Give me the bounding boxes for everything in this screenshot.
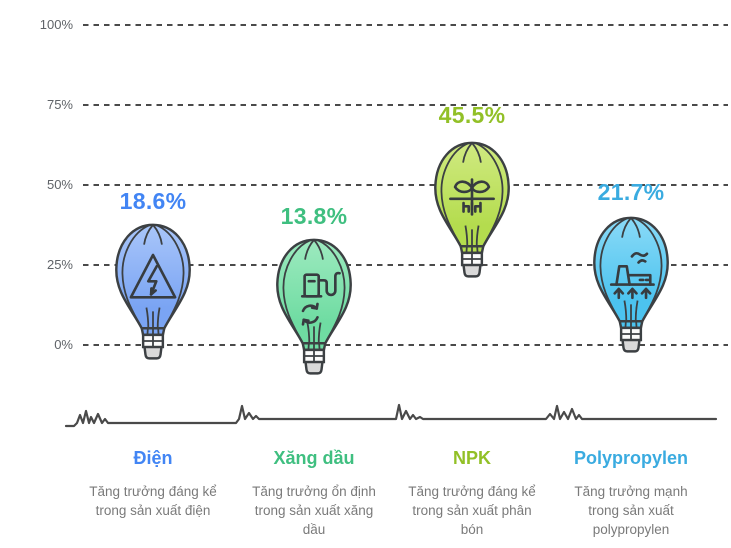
category-title: Polypropylen bbox=[573, 448, 689, 468]
column-label-polypropylen: Polypropylen Tăng trưởng mạnh trong sản … bbox=[569, 448, 693, 539]
balloon-dien bbox=[115, 223, 191, 360]
ytick-100: 100% bbox=[39, 17, 73, 32]
plant-fertilizer-icon bbox=[449, 178, 495, 216]
factory-icon bbox=[609, 251, 655, 300]
gridline-25 bbox=[83, 264, 728, 266]
category-description: Tăng trưởng đáng kể trong sản xuất điện bbox=[89, 484, 217, 519]
gridline-0 bbox=[83, 344, 728, 346]
fuel-pump-recycle-icon bbox=[300, 271, 341, 326]
ytick-50: 50% bbox=[46, 177, 73, 192]
balloon-polypropylen bbox=[593, 216, 669, 353]
ytick-75: 75% bbox=[46, 97, 73, 112]
value-label-xang-dau: 13.8% bbox=[280, 203, 348, 229]
gridline-50 bbox=[83, 184, 728, 186]
category-title: Điện bbox=[133, 448, 173, 468]
ytick-25: 25% bbox=[46, 257, 73, 272]
balloon-npk bbox=[434, 141, 510, 278]
balloon-xang-dau bbox=[276, 238, 352, 375]
gridline-100 bbox=[83, 24, 728, 26]
balloon-basket bbox=[301, 342, 327, 375]
gridline-75 bbox=[83, 104, 728, 106]
category-description: Tăng trưởng đáng kể trong sản xuất phân … bbox=[408, 484, 536, 538]
ytick-0: 0% bbox=[54, 337, 73, 352]
category-description: Tăng trưởng mạnh trong sản xuất polyprop… bbox=[574, 484, 688, 538]
category-description: Tăng trưởng ổn định trong sản xuất xăng … bbox=[252, 484, 376, 538]
electric-hazard-icon bbox=[129, 253, 177, 299]
balloon-basket bbox=[459, 245, 485, 278]
value-label-dien: 18.6% bbox=[119, 188, 187, 214]
ground-line bbox=[64, 403, 718, 428]
category-title: Xăng dầu bbox=[273, 448, 355, 468]
column-label-xang-dau: Xăng dầu Tăng trưởng ổn định trong sản x… bbox=[244, 448, 384, 539]
value-label-npk: 45.5% bbox=[438, 102, 506, 128]
value-label-polypropylen: 21.7% bbox=[597, 179, 665, 205]
category-title: NPK bbox=[452, 448, 491, 468]
column-label-dien: Điện Tăng trưởng đáng kể trong sản xuất … bbox=[83, 448, 223, 520]
balloon-basket bbox=[618, 320, 644, 353]
balloon-basket bbox=[140, 327, 166, 360]
column-label-npk: NPK Tăng trưởng đáng kể trong sản xuất p… bbox=[402, 448, 542, 539]
